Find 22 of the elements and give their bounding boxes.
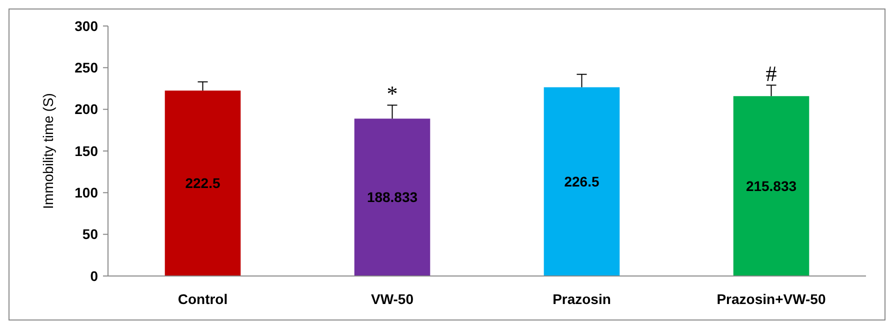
data-label: 226.5 (564, 174, 600, 190)
x-tick-label: VW-50 (370, 291, 414, 307)
data-label: 215.833 (746, 178, 797, 194)
y-tick-label: 200 (74, 101, 98, 118)
bar (354, 118, 430, 276)
y-tick-label: 150 (74, 142, 98, 159)
y-tick-label: 300 (74, 18, 98, 34)
bar (164, 90, 241, 276)
y-tick-label: 100 (74, 184, 98, 201)
y-tick-label: 50 (82, 226, 98, 242)
annotation: * (386, 81, 398, 106)
y-tick-label: 250 (74, 60, 98, 76)
data-label: 188.833 (366, 189, 418, 206)
annotation: # (766, 61, 777, 86)
x-tick-label: Prazosin (552, 291, 611, 307)
bar (544, 87, 620, 276)
x-tick-label: Prazosin+VW-50 (716, 291, 826, 307)
y-tick-label: 0 (90, 268, 98, 284)
x-tick-label: Control (178, 291, 228, 307)
y-axis-title: Immobility time (S) (40, 93, 56, 209)
bar (733, 96, 810, 276)
data-label: 222.5 (185, 175, 220, 192)
